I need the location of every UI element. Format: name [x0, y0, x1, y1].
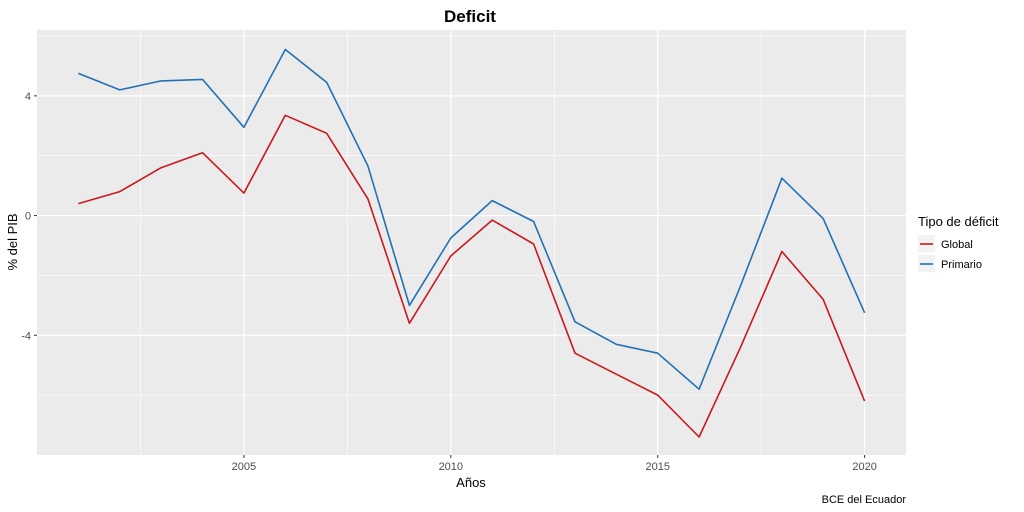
y-tick-label: 4 — [25, 91, 31, 103]
y-tick-label: 0 — [25, 211, 31, 223]
y-tick-label: -4 — [21, 330, 31, 342]
plot-panel — [37, 30, 906, 455]
legend-label-primario: Primario — [941, 259, 982, 271]
x-tick-label: 2005 — [232, 461, 256, 473]
x-axis-title: Años — [456, 475, 486, 490]
legend-label-global: Global — [941, 239, 973, 251]
x-axis-ticks: 2005 2010 2015 2020 — [232, 455, 877, 473]
x-tick-label: 2015 — [645, 461, 669, 473]
y-axis-ticks: -4 0 4 — [21, 91, 37, 342]
x-tick-label: 2010 — [439, 461, 463, 473]
chart-title: Deficit — [444, 7, 496, 26]
legend-items: Global Primario — [918, 235, 982, 272]
grid-major — [37, 30, 906, 455]
series-line-primario — [78, 48, 866, 391]
legend-title: Tipo de déficit — [918, 214, 999, 229]
grid-minor — [37, 30, 906, 455]
legend: Tipo de déficit Global Primario — [918, 214, 999, 272]
y-axis-title: % del PIB — [5, 213, 20, 270]
series-line-global — [78, 114, 866, 438]
series-layer — [78, 48, 866, 438]
x-tick-label: 2020 — [852, 461, 876, 473]
caption: BCE del Ecuador — [822, 494, 907, 506]
